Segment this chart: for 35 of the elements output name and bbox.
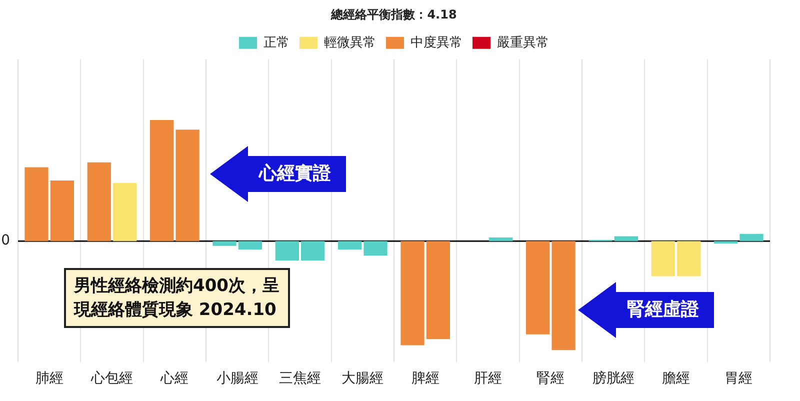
- x-tick-label: 肺經: [35, 369, 64, 386]
- bar: [614, 236, 638, 242]
- chart-title: 總經絡平衡指數：4.18: [330, 7, 457, 22]
- x-tick-label: 膽經: [662, 369, 690, 386]
- x-tick-label: 胃經: [724, 369, 753, 386]
- bar: [87, 162, 111, 242]
- annotation: 男性經絡檢測約400次，呈現經絡體質現象 2024.10: [64, 268, 290, 328]
- ref-line-label: 0: [1, 232, 10, 249]
- x-tick-label: 腎經: [536, 369, 565, 386]
- x-tick-label: 膀胱經: [592, 369, 634, 386]
- bar: [526, 241, 550, 334]
- bar: [677, 241, 701, 276]
- bar: [24, 167, 48, 242]
- annotation: 心經實證: [257, 162, 332, 186]
- legend-label: 輕微異常: [324, 35, 376, 50]
- x-tick-label: 脾經: [411, 369, 440, 386]
- legend-label: 嚴重異常: [497, 35, 549, 50]
- bar: [740, 234, 764, 242]
- bar: [301, 241, 325, 260]
- x-tick-label: 小腸經: [216, 369, 258, 386]
- x-tick-label: 大腸經: [342, 369, 384, 386]
- legend-label: 中度異常: [410, 34, 462, 50]
- annotation: 腎經虛證: [626, 298, 700, 322]
- bar: [238, 241, 262, 250]
- bar: [651, 241, 675, 276]
- legend-label: 正常: [264, 35, 290, 50]
- x-tick-label: 肝經: [474, 369, 502, 386]
- bar: [364, 241, 388, 256]
- x-tick-label: 心經: [160, 369, 189, 386]
- bar: [400, 241, 424, 346]
- bar: [489, 237, 513, 242]
- bar: [113, 182, 137, 242]
- x-tick-label: 心包經: [90, 369, 133, 386]
- x-tick-label: 三焦經: [279, 369, 321, 386]
- bar: [150, 120, 174, 242]
